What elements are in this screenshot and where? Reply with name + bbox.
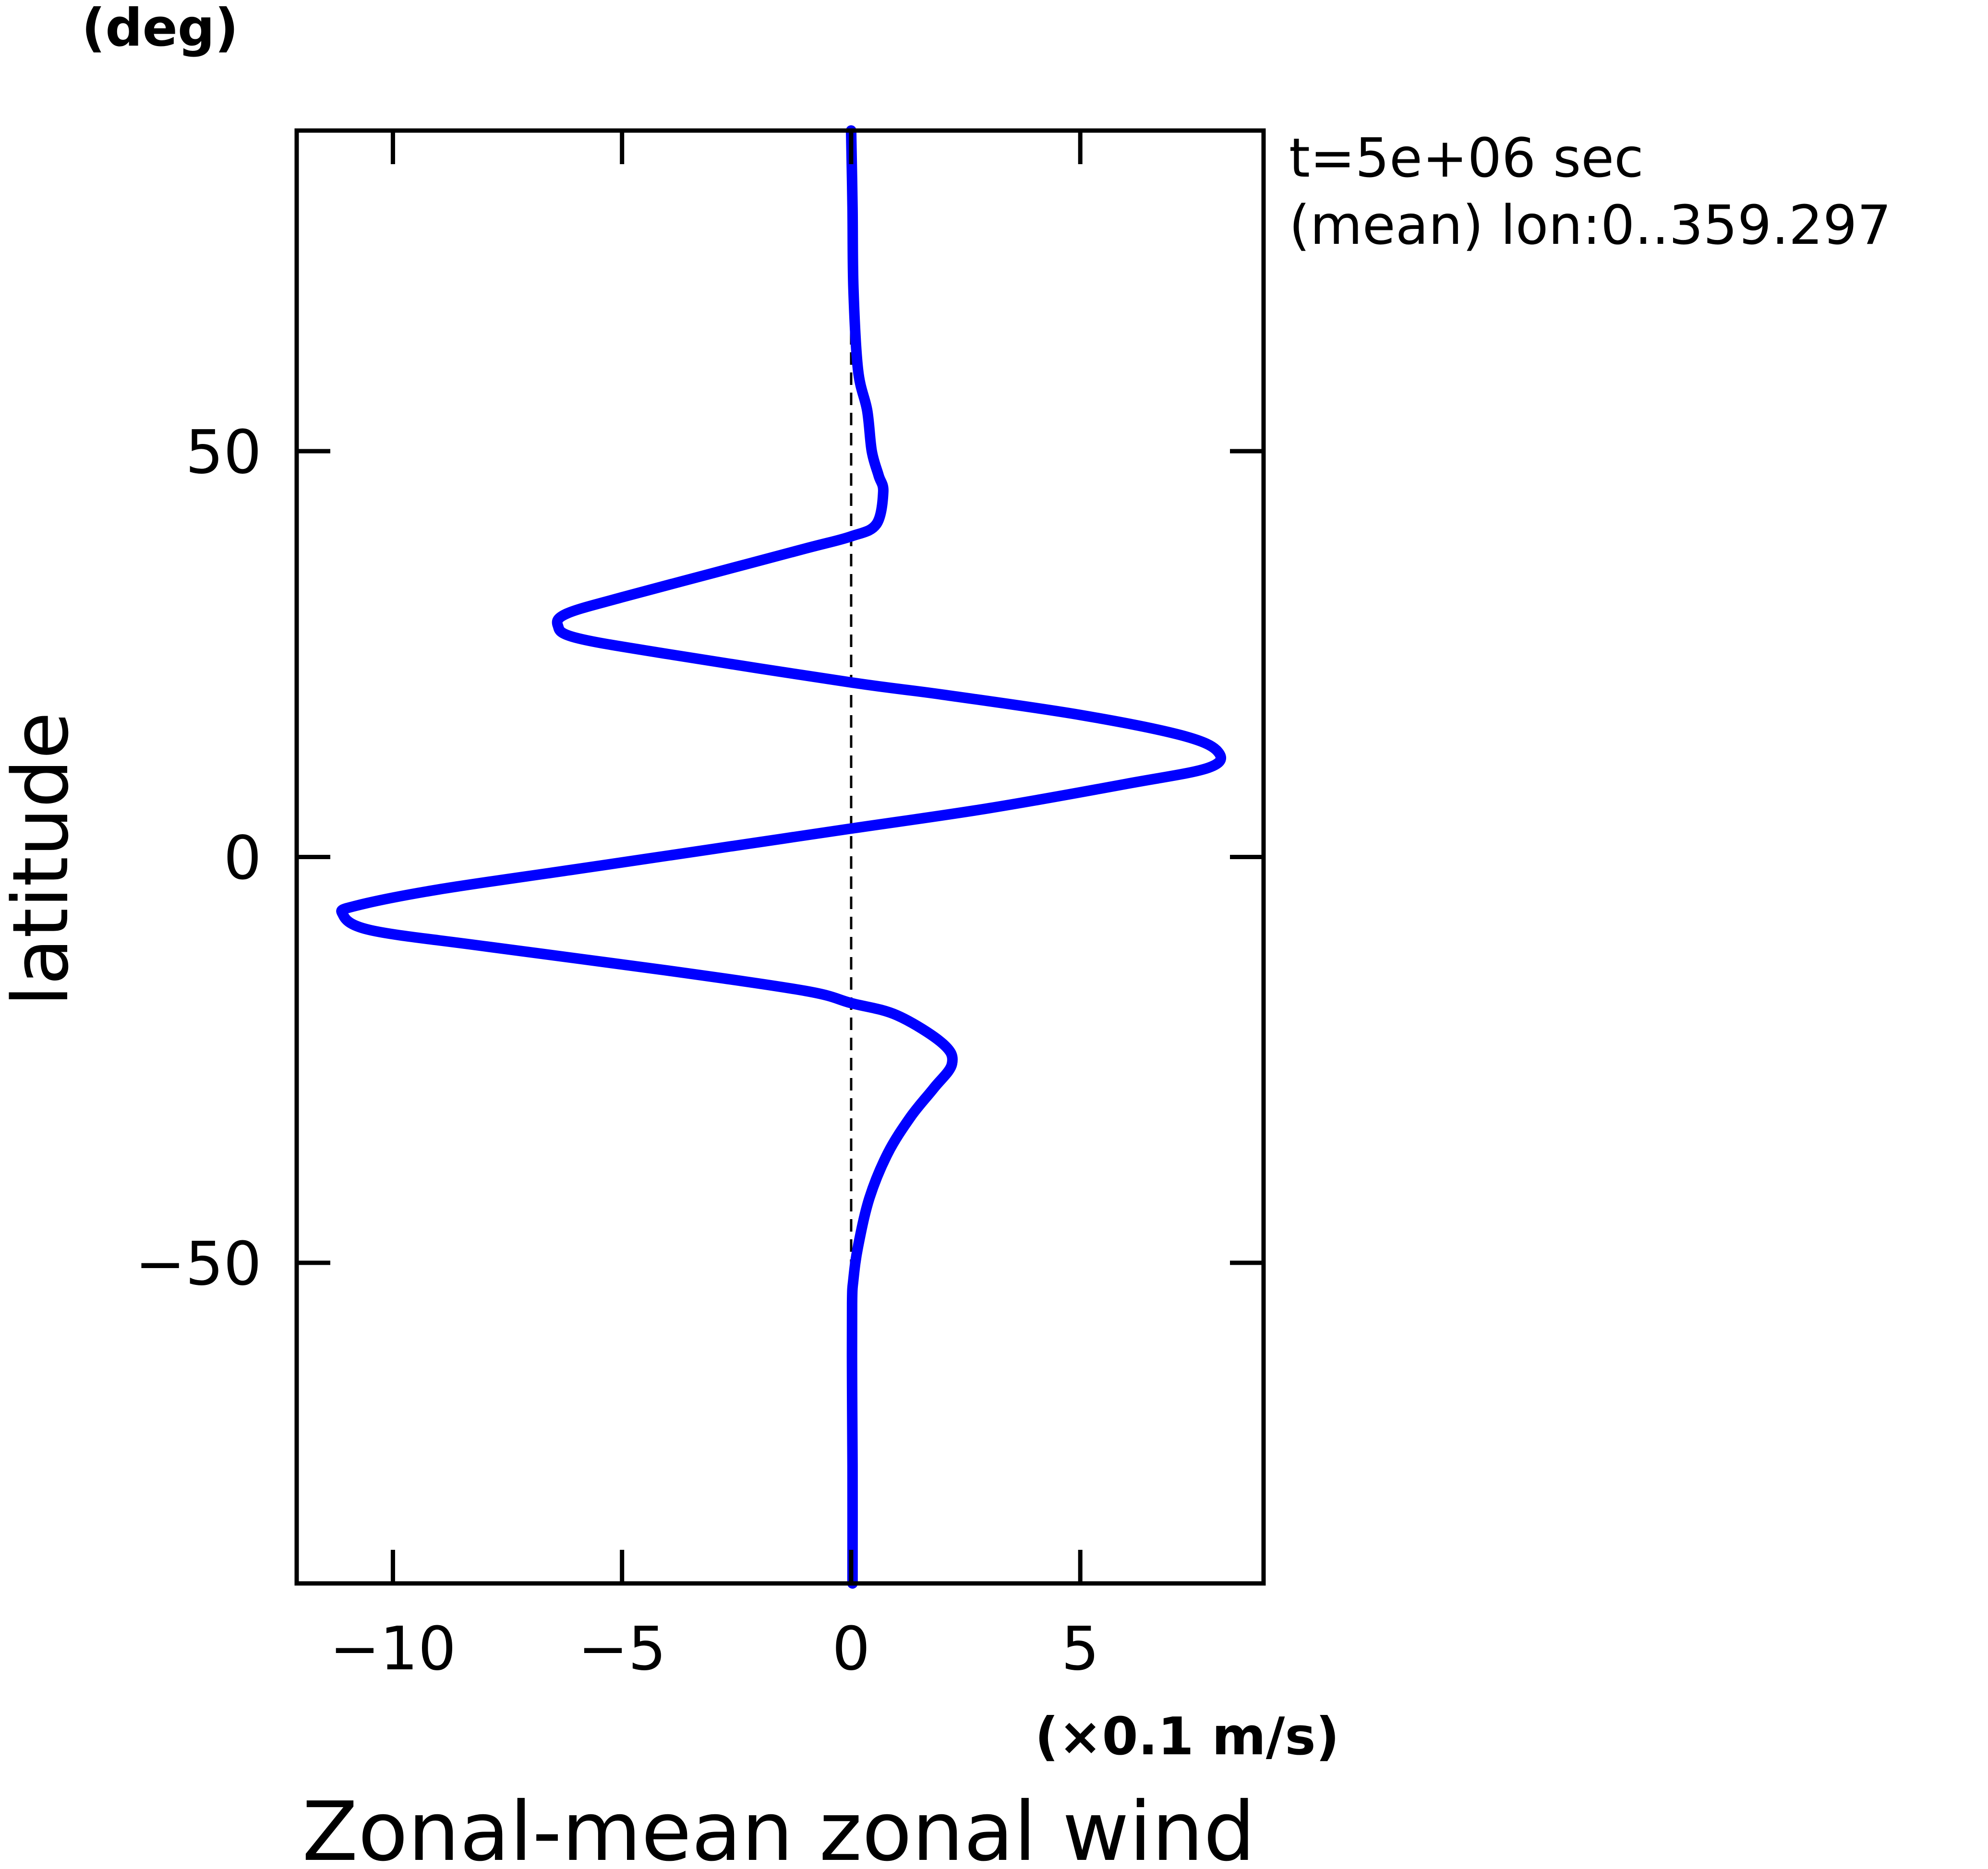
x-tick-label: 5 [1061,1614,1099,1684]
x-axis-unit: (×0.1 m/s) [1035,1707,1339,1767]
plot-frame [294,128,1266,1586]
y-tick-label: 50 [185,418,262,487]
x-tick-label: −5 [578,1614,666,1684]
series-line-0 [336,125,1226,1589]
y-axis-unit: (deg) [82,0,239,58]
x-tick-label: 0 [832,1614,870,1684]
time-annotation: t=5e+06 sec [1289,127,1644,190]
chart-title: Zonal-mean zonal wind [302,1785,1255,1869]
y-axis-title: latitude [0,712,85,1006]
x-tick-label: −10 [330,1614,457,1684]
longitude-annotation: (mean) lon:0..359.297 [1289,194,1892,257]
y-tick-label: 0 [223,824,262,893]
y-tick-label: −50 [135,1229,262,1299]
